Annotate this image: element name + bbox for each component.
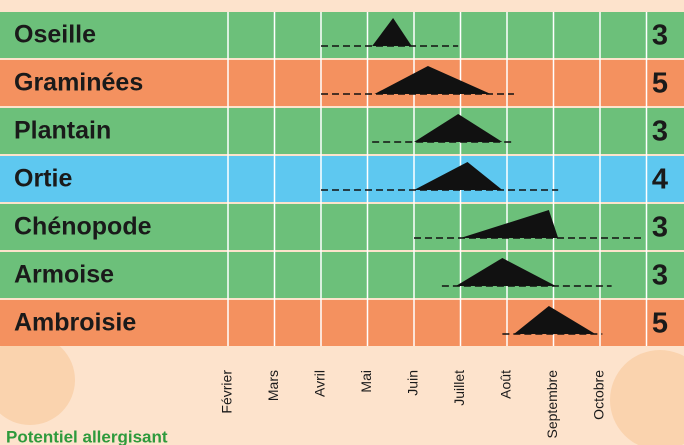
month-label: Juin <box>405 370 421 396</box>
month-label: Avril <box>312 370 328 397</box>
month-label: Août <box>498 370 514 399</box>
potential: 3 <box>652 260 668 292</box>
peak-triangle <box>372 18 412 46</box>
decor <box>0 335 75 425</box>
potential: 5 <box>652 68 668 100</box>
potential: 3 <box>652 20 668 52</box>
plant-name: Armoise <box>14 261 114 289</box>
row-band <box>0 204 684 250</box>
month-label: Octobre <box>591 370 607 420</box>
plant-name: Ortie <box>14 165 72 193</box>
month-label: Mars <box>265 370 281 401</box>
plant-name: Ambroisie <box>14 309 136 337</box>
potential: 3 <box>652 116 668 148</box>
row-band <box>0 156 684 202</box>
peak-triangle <box>460 210 559 238</box>
decor <box>610 350 684 445</box>
month-label: Février <box>219 370 235 414</box>
row-band <box>0 60 684 106</box>
peak-triangle <box>455 258 556 286</box>
footer: Potentiel allergisant <box>6 427 168 445</box>
plant-name: Chénopode <box>14 213 152 241</box>
row-band <box>0 252 684 298</box>
month-label: Juillet <box>451 370 467 406</box>
potential: 5 <box>652 308 668 340</box>
peak-triangle <box>374 66 491 94</box>
peak-triangle <box>414 162 503 190</box>
potential: 4 <box>652 164 668 196</box>
potential: 3 <box>652 212 668 244</box>
row-band <box>0 12 684 58</box>
plant-name: Oseille <box>14 21 96 49</box>
month-label: Septembre <box>544 370 560 439</box>
month-label: Mai <box>358 370 374 393</box>
plant-name: Plantain <box>14 117 111 145</box>
peak-triangle <box>414 114 503 142</box>
peak-triangle <box>513 306 596 334</box>
row-band <box>0 108 684 154</box>
plant-name: Graminées <box>14 69 143 97</box>
